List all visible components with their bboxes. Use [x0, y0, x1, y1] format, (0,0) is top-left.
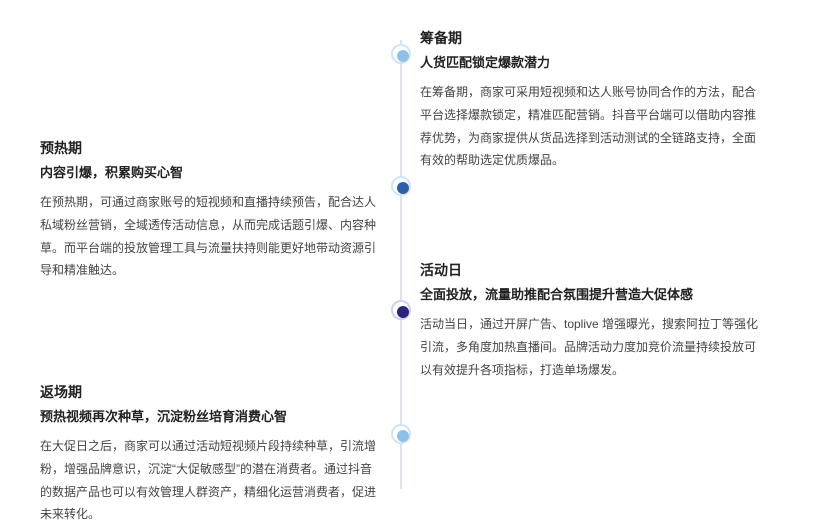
section-subtitle: 全面投放，流量助推配合氛围提升营造大促体感	[420, 284, 760, 303]
section-subtitle: 人货匹配锁定爆款潜力	[420, 52, 760, 71]
section-title: 返场期	[40, 382, 380, 402]
section-body: 活动当日，通过开屏广告、toplive 增强曝光，搜索阿拉丁等强化引流，多角度加…	[420, 313, 760, 381]
timeline-node-dot-3	[397, 430, 409, 442]
section-3: 返场期预热视频再次种草，沉淀粉丝培育消费心智在大促日之后，商家可以通过活动短视频…	[40, 382, 380, 526]
timeline-axis	[400, 40, 402, 489]
timeline-node-dot-1	[397, 182, 409, 194]
section-body: 在预热期，可通过商家账号的短视频和直播持续预告，配合达人私域粉丝营销，全域透传活…	[40, 191, 380, 282]
section-body: 在筹备期，商家可采用短视频和达人账号协同合作的方法，配合平台选择爆款锁定，精准匹…	[420, 81, 760, 172]
section-1: 预热期内容引爆，积累购买心智在预热期，可通过商家账号的短视频和直播持续预告，配合…	[40, 138, 380, 282]
timeline-node-dot-0	[397, 50, 409, 62]
timeline-node-1	[391, 176, 411, 196]
timeline-node-2	[391, 300, 411, 320]
timeline-node-dot-2	[397, 306, 409, 318]
section-subtitle: 内容引爆，积累购买心智	[40, 162, 380, 181]
section-title: 筹备期	[420, 28, 760, 48]
section-2: 活动日全面投放，流量助推配合氛围提升营造大促体感活动当日，通过开屏广告、topl…	[420, 260, 760, 381]
section-title: 预热期	[40, 138, 380, 158]
section-title: 活动日	[420, 260, 760, 280]
section-subtitle: 预热视频再次种草，沉淀粉丝培育消费心智	[40, 406, 380, 425]
timeline-node-0	[391, 44, 411, 64]
section-body: 在大促日之后，商家可以通过活动短视频片段持续种草，引流增粉，增强品牌意识，沉淀“…	[40, 435, 380, 526]
timeline-node-3	[391, 424, 411, 444]
section-0: 筹备期人货匹配锁定爆款潜力在筹备期，商家可采用短视频和达人账号协同合作的方法，配…	[420, 28, 760, 172]
